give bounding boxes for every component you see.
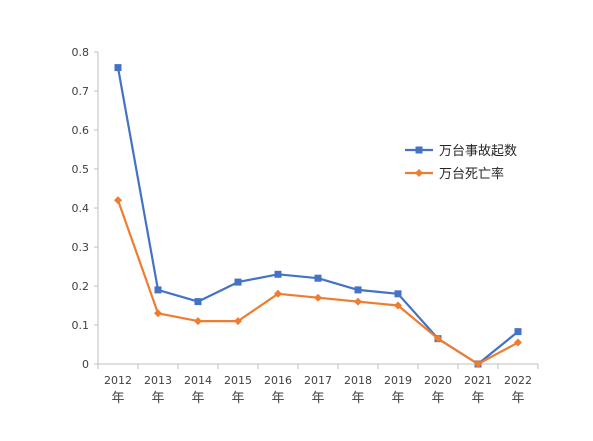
x-tick-label-year: 2022: [504, 374, 532, 387]
data-point: [354, 297, 362, 306]
data-point: [434, 334, 442, 343]
x-tick-label-unit: 年: [471, 391, 484, 406]
x-tick-label-year: 2016: [264, 374, 292, 387]
x-tick-label-unit: 年: [351, 391, 364, 406]
legend-item: 万台事故起数: [405, 144, 517, 159]
data-point: [514, 328, 522, 336]
y-tick-label: 0.3: [72, 241, 90, 254]
data-point: [394, 301, 402, 310]
data-point: [234, 278, 242, 286]
y-tick-labels: 0 0.1 0.2 0.3 0.4 0.5 0.6 0.7 0.8: [72, 46, 90, 371]
data-point: [474, 360, 482, 368]
x-tick-label-year: 2014: [184, 374, 212, 387]
x-tick-label-unit: 年: [391, 391, 404, 406]
x-tick-label-unit: 年: [231, 391, 244, 406]
legend-label: 万台事故起数: [439, 144, 517, 159]
series-line: [116, 67, 519, 366]
x-tick-label-year: 2020: [424, 374, 452, 387]
x-tick-label-year: 2018: [344, 374, 372, 387]
x-tick-label-year: 2019: [384, 374, 412, 387]
data-point: [354, 286, 362, 294]
x-tick-label-year: 2021: [464, 374, 492, 387]
series-0: [114, 64, 522, 368]
x-tick-label-unit: 年: [111, 391, 124, 406]
x-tick-label-unit: 年: [191, 391, 204, 406]
y-tick-label: 0: [82, 358, 89, 371]
x-tick-label-unit: 年: [431, 391, 444, 406]
data-point: [514, 338, 522, 347]
x-tick-label-year: 2013: [144, 374, 172, 387]
y-tick-label: 0.7: [72, 85, 90, 98]
y-tick-label: 0.8: [72, 46, 90, 59]
data-point: [194, 298, 202, 306]
data-point: [154, 286, 162, 294]
x-tick-label-year: 2017: [304, 374, 332, 387]
series-layer: [114, 64, 522, 368]
y-tick-label: 0.5: [72, 163, 90, 176]
data-point: [114, 196, 122, 205]
data-point: [394, 290, 402, 298]
data-point: [274, 270, 282, 278]
y-tick-label: 0.6: [72, 124, 90, 137]
data-point: [234, 317, 242, 326]
legend-marker: [415, 169, 423, 177]
x-tick-label-year: 2012: [104, 374, 132, 387]
data-point: [194, 317, 202, 326]
y-tick-label: 0.2: [72, 280, 90, 293]
data-point: [314, 274, 322, 282]
x-tick-label-unit: 年: [311, 391, 324, 406]
data-point: [274, 289, 282, 298]
y-tick-label: 0.1: [72, 319, 90, 332]
x-tick-label-unit: 年: [151, 391, 164, 406]
series-line: [116, 199, 519, 366]
data-point: [314, 293, 322, 302]
axes: [94, 51, 539, 369]
x-tick-labels: 2012 年 2013 年 2014 年 2015 年 2016 年 2017 年 2018 年 2019 年…: [104, 374, 532, 406]
x-tick-label-unit: 年: [271, 391, 284, 406]
x-tick-label-unit: 年: [511, 391, 524, 406]
data-point: [114, 64, 122, 72]
y-tick-label: 0.4: [72, 202, 90, 215]
series-1: [114, 196, 522, 368]
legend-label: 万台死亡率: [439, 166, 504, 182]
legend-marker: [415, 146, 423, 154]
x-tick-label-year: 2015: [224, 374, 252, 387]
data-point: [154, 309, 162, 318]
legend-item: 万台死亡率: [405, 166, 504, 182]
